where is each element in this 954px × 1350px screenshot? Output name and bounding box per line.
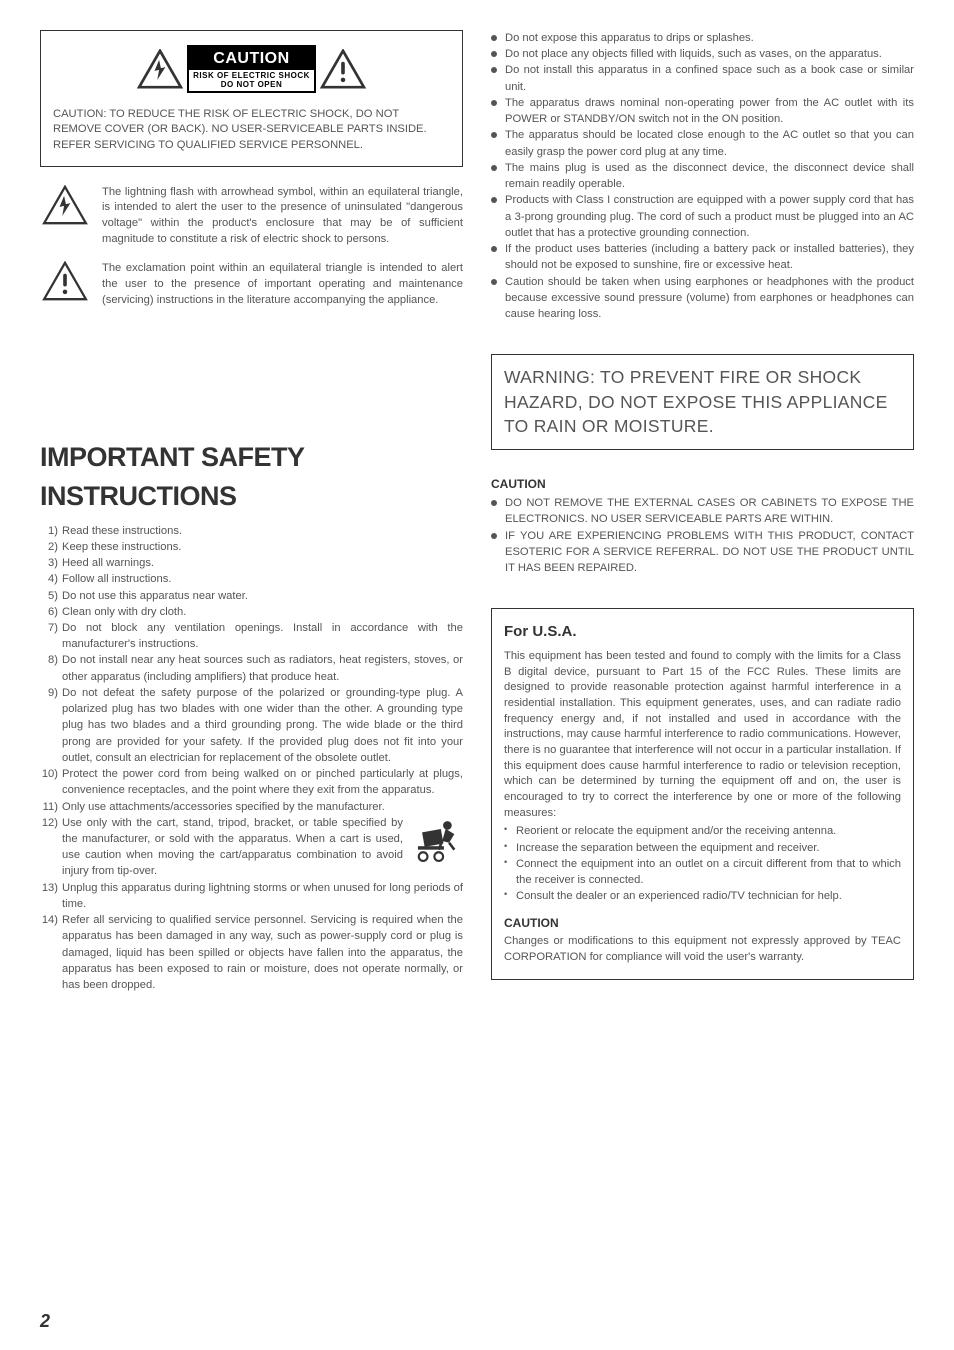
right-bullet-item: Do not place any objects filled with liq… (491, 46, 914, 62)
right-bullet-item: Do not install this apparatus in a confi… (491, 62, 914, 94)
caution-sub2: DO NOT OPEN (221, 80, 283, 89)
caution-label-row: CAUTION RISK OF ELECTRIC SHOCK DO NOT OP… (53, 45, 450, 93)
lightning-symbol-text: The lightning flash with arrowhead symbo… (102, 185, 463, 248)
safety-item: 3) Heed all warnings. (40, 555, 463, 571)
safety-item-text: Follow all instructions. (62, 573, 171, 585)
right-bullet-item: Products with Class I construction are e… (491, 192, 914, 241)
safety-item-text: Only use attachments/accessories specifi… (62, 801, 385, 813)
safety-item: 13)Unplug this apparatus during lightnin… (40, 880, 463, 912)
right-bullet-item: The apparatus should be located close en… (491, 127, 914, 159)
safety-item-text: Read these instructions. (62, 525, 182, 537)
usa-measures-list: Reorient or relocate the equipment and/o… (504, 823, 901, 904)
safety-item-text: Use only with the cart, stand, tripod, b… (62, 815, 403, 880)
usa-caution-heading: CAUTION (504, 915, 901, 932)
safety-item: 2) Keep these instructions. (40, 539, 463, 555)
safety-item-text: Do not block any ventilation openings. I… (62, 622, 463, 650)
safety-item-number: 1) (40, 523, 58, 539)
exclamation-symbol-explanation: The exclamation point within an equilate… (40, 261, 463, 308)
safety-item: 1) Read these instructions. (40, 523, 463, 539)
caution-title: CAUTION (201, 47, 302, 70)
exclamation-symbol-text: The exclamation point within an equilate… (102, 261, 463, 308)
safety-item-number: 7) (40, 620, 58, 636)
safety-item-text: Do not use this apparatus near water. (62, 590, 248, 602)
right-bullet-item: If the product uses batteries (including… (491, 241, 914, 273)
caution-bullet-item: IF YOU ARE EXPERIENCING PROBLEMS WITH TH… (491, 528, 914, 577)
safety-item: 7)Do not block any ventilation openings.… (40, 620, 463, 652)
safety-item-number: 10) (40, 766, 58, 782)
right-bullet-item: The mains plug is used as the disconnect… (491, 160, 914, 192)
usa-title: For U.S.A. (504, 621, 901, 643)
right-bullets-list: Do not expose this apparatus to drips or… (491, 30, 914, 322)
safety-item-text: Heed all warnings. (62, 557, 154, 569)
caution-box: CAUTION RISK OF ELECTRIC SHOCK DO NOT OP… (40, 30, 463, 167)
lightning-symbol-explanation: The lightning flash with arrowhead symbo… (40, 185, 463, 248)
warning-box: WARNING: TO PREVENT FIRE OR SHOCK HAZARD… (491, 354, 914, 450)
usa-measure-item: Consult the dealer or an experienced rad… (504, 888, 901, 904)
lightning-triangle-icon (137, 49, 183, 89)
safety-item: 6) Clean only with dry cloth. (40, 604, 463, 620)
safety-item: 14)Refer all servicing to qualified serv… (40, 912, 463, 993)
right-bullet-item: Caution should be taken when using earph… (491, 274, 914, 323)
usa-box: For U.S.A. This equipment has been teste… (491, 608, 914, 980)
caution-center-label: CAUTION RISK OF ELECTRIC SHOCK DO NOT OP… (187, 45, 316, 93)
caution-bullet-item: DO NOT REMOVE THE EXTERNAL CASES OR CABI… (491, 495, 914, 527)
usa-measure-item: Increase the separation between the equi… (504, 840, 901, 856)
safety-item-number: 8) (40, 652, 58, 668)
cart-tip-over-icon (411, 815, 463, 880)
right-column: Do not expose this apparatus to drips or… (491, 30, 914, 993)
safety-item-number: 2) (40, 539, 58, 555)
safety-instructions-list: 1) Read these instructions. 2) Keep these i… (40, 523, 463, 994)
main-title: IMPORTANT SAFETY INSTRUCTIONS (40, 438, 463, 516)
usa-measure-item: Connect the equipment into an outlet on … (504, 856, 901, 888)
safety-item: 12)Use only with the cart, stand, tripod… (40, 815, 463, 880)
safety-item-text: Do not install near any heat sources suc… (62, 654, 463, 682)
safety-item-number: 3) (40, 555, 58, 571)
lightning-triangle-icon (40, 185, 90, 225)
safety-item: 10)Protect the power cord from being wal… (40, 766, 463, 798)
safety-item-text: Unplug this apparatus during lightning s… (62, 882, 463, 910)
caution-sub1: RISK OF ELECTRIC SHOCK (193, 71, 310, 80)
safety-item: 11) Only use attachments/accessories spec… (40, 799, 463, 815)
safety-item-number: 6) (40, 604, 58, 620)
safety-item-text: Keep these instructions. (62, 541, 181, 553)
safety-item-text: Clean only with dry cloth. (62, 606, 186, 618)
safety-item-text: Protect the power cord from being walked… (62, 768, 463, 796)
exclamation-triangle-icon (40, 261, 90, 301)
safety-item-number: 11) (40, 799, 58, 815)
safety-item: 5) Do not use this apparatus near water. (40, 588, 463, 604)
safety-item-number: 4) (40, 571, 58, 587)
safety-item: 4) Follow all instructions. (40, 571, 463, 587)
safety-item-number: 14) (40, 912, 58, 928)
safety-item-number: 9) (40, 685, 58, 701)
safety-item: 9)Do not defeat the safety purpose of th… (40, 685, 463, 766)
caution-heading: CAUTION (491, 476, 914, 493)
safety-item-text: Do not defeat the safety purpose of the … (62, 687, 463, 764)
left-column: CAUTION RISK OF ELECTRIC SHOCK DO NOT OP… (40, 30, 463, 993)
safety-item-number: 12) (40, 815, 58, 831)
usa-measure-item: Reorient or relocate the equipment and/o… (504, 823, 901, 839)
safety-item-text: Refer all servicing to qualified service… (62, 914, 463, 991)
usa-caution-text: Changes or modifications to this equipme… (504, 934, 901, 965)
exclamation-triangle-icon (320, 49, 366, 89)
page-number: 2 (40, 1308, 50, 1334)
safety-item-number: 5) (40, 588, 58, 604)
safety-item: 8)Do not install near any heat sources s… (40, 652, 463, 684)
right-bullet-item: Do not expose this apparatus to drips or… (491, 30, 914, 46)
two-column-layout: CAUTION RISK OF ELECTRIC SHOCK DO NOT OP… (40, 30, 914, 993)
safety-item-number: 13) (40, 880, 58, 896)
usa-intro: This equipment has been tested and found… (504, 649, 901, 821)
right-bullet-item: The apparatus draws nominal non-operatin… (491, 95, 914, 127)
caution-bullets-list: DO NOT REMOVE THE EXTERNAL CASES OR CABI… (491, 495, 914, 576)
caution-box-text: CAUTION: TO REDUCE THE RISK OF ELECTRIC … (53, 107, 450, 154)
